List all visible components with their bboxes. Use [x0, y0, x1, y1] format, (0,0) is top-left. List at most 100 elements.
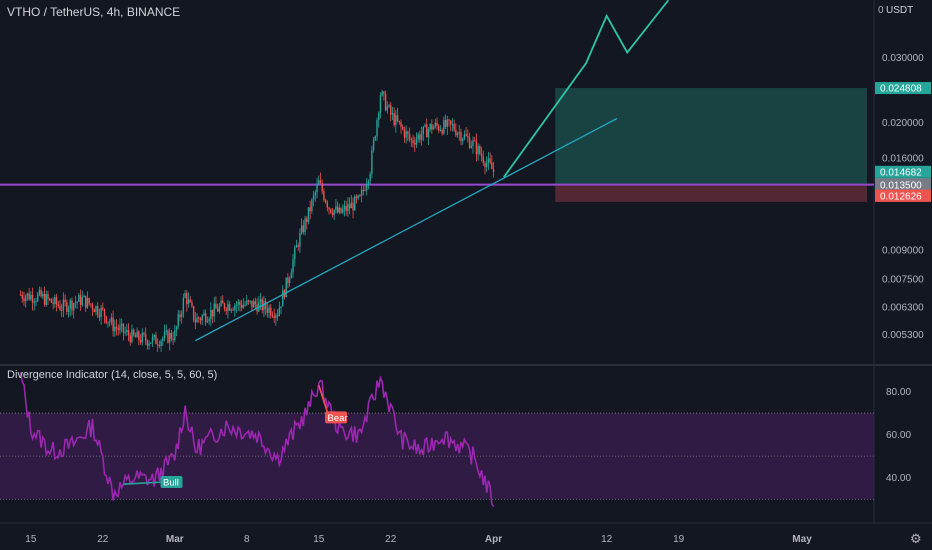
candle-body	[203, 313, 205, 316]
candle-body	[439, 130, 442, 132]
candle-body	[126, 330, 128, 332]
candle-body	[480, 153, 483, 157]
candle-body	[52, 302, 54, 305]
candle-body	[263, 301, 265, 311]
time-tick-label: 22	[97, 534, 109, 545]
candle-body	[239, 301, 241, 305]
candle-body	[426, 124, 428, 138]
candle-body	[489, 158, 491, 163]
candle-body	[340, 207, 342, 213]
candle-body	[127, 330, 130, 336]
candle-body	[136, 331, 138, 338]
candle-body	[114, 326, 116, 332]
candle-body	[196, 317, 198, 323]
candle-body	[324, 199, 327, 203]
candle-body	[50, 298, 53, 303]
candle-body	[225, 308, 227, 311]
candle-body	[362, 189, 365, 191]
candle-body	[134, 334, 137, 338]
bull-divergence-line	[123, 481, 165, 485]
candle-body	[64, 299, 66, 303]
candle-body	[45, 294, 47, 305]
candle-body	[396, 115, 399, 121]
candle-body	[206, 321, 209, 323]
price-label: 0.024808	[875, 82, 931, 95]
candle-body	[331, 212, 334, 215]
candle-body	[438, 125, 440, 131]
candle-body	[220, 300, 222, 306]
candle-body	[273, 316, 275, 319]
candle-body	[107, 321, 109, 323]
candle-body	[131, 329, 133, 343]
candle-body	[285, 277, 287, 298]
indicator-title[interactable]: Divergence Indicator (14, close, 5, 5, 6…	[7, 369, 218, 381]
candle-body	[242, 304, 245, 308]
time-tick-label: 19	[673, 534, 685, 545]
candle-body	[170, 332, 173, 339]
candle-body	[350, 202, 353, 209]
candle-body	[124, 331, 126, 333]
candle-body	[240, 304, 243, 308]
candle-body	[367, 180, 370, 185]
candle-body	[484, 162, 486, 168]
candle-body	[275, 315, 277, 319]
candle-body	[23, 298, 25, 302]
candle-body	[400, 122, 402, 127]
candle-body	[38, 290, 41, 295]
candle-body	[155, 334, 157, 345]
candle-body	[184, 293, 186, 298]
candle-body	[62, 299, 65, 311]
rsi-tick-label: 60.00	[886, 430, 911, 441]
candle-body	[227, 303, 229, 311]
candle-body	[138, 331, 140, 340]
candle-body	[83, 295, 85, 298]
candle-body	[383, 91, 385, 94]
candle-body	[43, 293, 46, 305]
candle-body	[204, 313, 207, 323]
rsi-tick-label: 80.00	[886, 387, 911, 398]
rsi-band	[0, 413, 874, 500]
candle-body	[374, 136, 377, 140]
candle-body	[216, 308, 219, 312]
candle-body	[355, 196, 358, 199]
candle-body	[384, 93, 387, 111]
candle-body	[369, 173, 371, 181]
candle-body	[304, 218, 306, 233]
candle-body	[345, 206, 347, 212]
candle-body	[191, 302, 193, 307]
candle-body	[414, 142, 416, 145]
candle-body	[143, 333, 145, 335]
candle-body	[415, 138, 418, 145]
candle-body	[66, 302, 68, 313]
settings-gear-icon[interactable]: ⚙	[910, 531, 922, 546]
candle-body	[417, 134, 419, 139]
candle-body	[482, 156, 484, 163]
candle-body	[455, 130, 457, 136]
candle-body	[201, 315, 203, 321]
price-tick-label: 0.030000	[882, 53, 924, 64]
candle-body	[451, 123, 454, 125]
candle-body	[115, 326, 118, 329]
symbol-title[interactable]: VTHO / TetherUS, 4h, BINANCE	[7, 5, 181, 19]
candle-body	[314, 192, 317, 196]
candle-body	[292, 259, 294, 273]
candle-body	[91, 304, 94, 310]
candle-body	[251, 300, 253, 308]
candle-body	[69, 300, 71, 309]
candle-body	[103, 308, 106, 317]
price-projection-path	[503, 0, 670, 178]
candle-body	[485, 162, 488, 168]
candle-body	[470, 145, 472, 148]
candle-body	[84, 295, 87, 308]
candle-body	[321, 182, 323, 192]
candle-body	[153, 334, 155, 337]
candle-body	[59, 305, 61, 310]
candle-body	[492, 169, 495, 173]
currency-menu-icon[interactable]: 0	[878, 5, 884, 16]
currency-label[interactable]: USDT	[886, 5, 914, 16]
candles-group	[19, 89, 495, 352]
candle-body	[79, 295, 82, 306]
candle-body	[347, 204, 349, 212]
candle-body	[395, 115, 397, 125]
